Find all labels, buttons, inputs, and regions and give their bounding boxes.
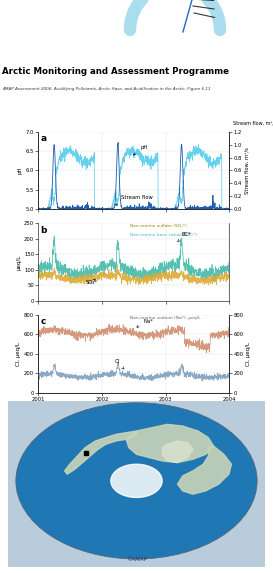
Text: AMAP Assessment 2006: Acidifying Pollutants, Arctic Haze, and Acidification in t: AMAP Assessment 2006: Acidifying Polluta… <box>2 87 211 91</box>
Text: Stream flow: Stream flow <box>115 195 153 205</box>
Y-axis label: μeq/L: μeq/L <box>16 254 21 270</box>
Text: BC*: BC* <box>178 232 191 241</box>
Text: Arctic Monitoring and Assessment Programme: Arctic Monitoring and Assessment Program… <box>2 67 229 76</box>
Polygon shape <box>162 441 193 462</box>
Circle shape <box>111 464 162 497</box>
Polygon shape <box>126 425 213 462</box>
Text: b: b <box>40 226 46 235</box>
Text: c: c <box>40 317 46 327</box>
Y-axis label: Stream flow, m³/s: Stream flow, m³/s <box>245 147 250 194</box>
Y-axis label: pH: pH <box>18 167 23 174</box>
Text: a: a <box>40 134 46 143</box>
Text: Non-marine base cations (BC*): Non-marine base cations (BC*) <box>130 233 197 237</box>
Text: Na*: Na* <box>137 319 153 327</box>
Circle shape <box>16 403 257 559</box>
Text: Non-marine sulfate (SO₄*): Non-marine sulfate (SO₄*) <box>130 224 187 228</box>
Text: pH: pH <box>133 145 147 155</box>
Text: Cl: Cl <box>115 359 124 369</box>
Text: ©AMAP: ©AMAP <box>126 558 147 562</box>
Text: Non-marine sodium (Na*), μeq/L: Non-marine sodium (Na*), μeq/L <box>130 316 201 320</box>
Text: SO₄*: SO₄* <box>86 279 98 285</box>
Text: Stream flow, m³/s: Stream flow, m³/s <box>233 120 273 125</box>
Polygon shape <box>177 446 232 494</box>
Y-axis label: Cl, μeq/L: Cl, μeq/L <box>16 342 21 366</box>
Y-axis label: Cl, μeq/L: Cl, μeq/L <box>247 342 251 366</box>
Polygon shape <box>65 431 136 474</box>
